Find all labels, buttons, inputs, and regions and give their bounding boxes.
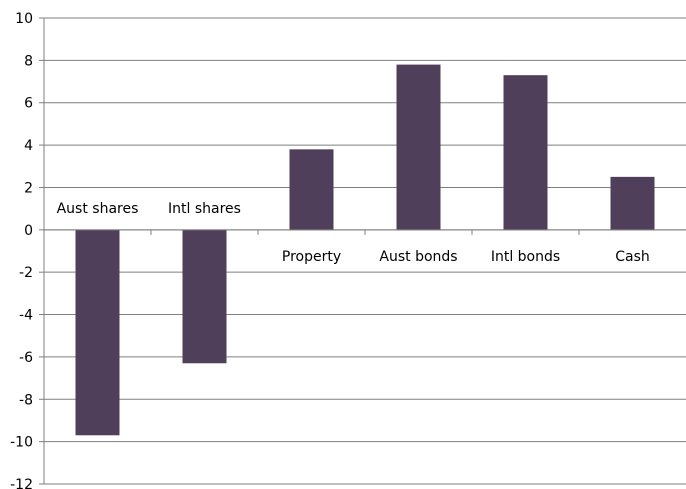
- y-tick-label: 10: [15, 11, 33, 27]
- y-tick-label: 4: [24, 138, 33, 154]
- y-tick-label: -4: [19, 308, 33, 324]
- y-tick-label: -6: [19, 350, 33, 366]
- bar: [75, 229, 120, 436]
- category-labels: Aust shares Intl shares Property Aust bonds…: [57, 201, 650, 265]
- bar: [503, 75, 548, 230]
- y-tick-label: 6: [24, 96, 33, 112]
- category-label: Property: [282, 249, 341, 265]
- bars: [75, 64, 655, 436]
- axes: [39, 17, 686, 485]
- y-tick-label: -2: [19, 265, 33, 281]
- y-tick-label: 8: [24, 53, 33, 69]
- y-tick-labels: 10 8 6 4 2 0 -2 -4 -6 -8 -10 -12: [10, 11, 33, 489]
- category-label: Aust bonds: [379, 249, 457, 265]
- y-tick-label: -10: [10, 435, 33, 451]
- category-label: Aust shares: [57, 201, 139, 217]
- category-label: Intl shares: [168, 201, 241, 217]
- bar: [182, 229, 227, 364]
- bar: [289, 149, 334, 230]
- category-label: Cash: [615, 249, 650, 265]
- category-label: Intl bonds: [491, 249, 560, 265]
- gridlines: [44, 17, 686, 485]
- y-tick-label: 0: [24, 223, 33, 239]
- y-tick-label: -12: [10, 477, 33, 489]
- y-tick-label: -8: [19, 392, 33, 408]
- bar: [610, 176, 655, 230]
- y-tick-label: 2: [24, 180, 33, 196]
- bar: [396, 64, 441, 230]
